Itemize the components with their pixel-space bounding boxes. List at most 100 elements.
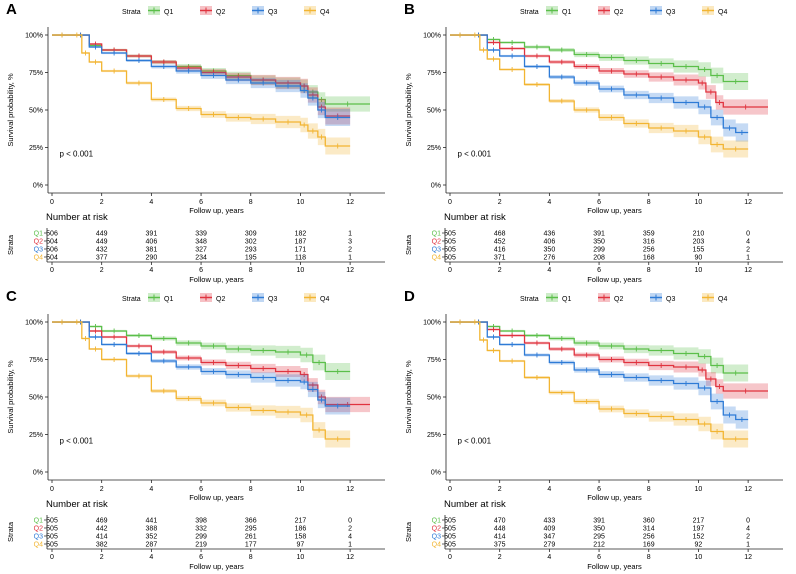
risk-value: 92 — [695, 542, 703, 549]
risk-y-axis-title: Strata — [6, 521, 15, 542]
x-axis-title: Follow up, years — [189, 206, 244, 215]
risk-value: 505 — [46, 534, 58, 541]
y-tick-label: 50% — [427, 108, 441, 115]
risk-x-tick-label: 0 — [448, 554, 452, 561]
risk-value: 468 — [494, 231, 506, 238]
x-tick-label: 2 — [100, 486, 104, 493]
y-tick-label: 100% — [423, 33, 441, 40]
risk-x-tick-label: 6 — [597, 554, 601, 561]
risk-row-label-q2: Q2 — [34, 526, 43, 533]
risk-row-label-q3: Q3 — [34, 534, 43, 541]
risk-value: 90 — [695, 255, 703, 262]
survival-curve-q3 — [450, 321, 749, 421]
legend-label-q2: Q2 — [614, 296, 623, 303]
risk-value: 388 — [146, 526, 158, 533]
survival-curve-q2 — [450, 34, 768, 108]
y-tick-label: 75% — [427, 357, 441, 364]
risk-x-axis-title: Follow up, years — [587, 562, 642, 571]
risk-value: 186 — [295, 526, 307, 533]
panel-b: B Strata Q1 Q2 Q3 Q40%25%50%75%100%0 2 4 6 8 10 12F… — [404, 1, 783, 284]
x-axis-title: Follow up, years — [189, 493, 244, 502]
risk-value: 158 — [295, 534, 307, 541]
survival-curve-q2 — [52, 321, 370, 406]
ci-band-q2 — [450, 322, 768, 401]
survival-curve-q3 — [52, 321, 351, 407]
legend-label-q1: Q1 — [164, 296, 173, 303]
risk-value: 299 — [195, 534, 207, 541]
x-tick-label: 8 — [647, 199, 651, 206]
x-tick-label: 6 — [597, 199, 601, 206]
survival-curve-q4 — [450, 34, 749, 150]
risk-value: 381 — [146, 247, 158, 254]
panel-label: D — [404, 288, 415, 305]
risk-value: 505 — [444, 231, 456, 238]
x-axis-title: Follow up, years — [587, 493, 642, 502]
risk-x-tick-label: 6 — [597, 267, 601, 274]
risk-value: 360 — [643, 518, 655, 525]
risk-value: 279 — [544, 542, 556, 549]
x-tick-label: 12 — [346, 199, 354, 206]
risk-value: 505 — [444, 239, 456, 246]
x-tick-label: 10 — [297, 199, 305, 206]
ci-band-q1 — [450, 322, 749, 383]
risk-row-label-q2: Q2 — [34, 239, 43, 246]
risk-value: 1 — [348, 255, 352, 262]
x-tick-label: 12 — [744, 486, 752, 493]
risk-row-label-q3: Q3 — [34, 247, 43, 254]
p-value: p < 0.001 — [59, 437, 93, 446]
risk-value: 152 — [693, 534, 705, 541]
p-value: p < 0.001 — [59, 150, 93, 159]
panel-label: C — [6, 288, 17, 305]
risk-x-tick-label: 10 — [695, 554, 703, 561]
risk-value: 203 — [693, 239, 705, 246]
risk-value: 0 — [746, 231, 750, 238]
p-value: p < 0.001 — [457, 150, 491, 159]
ci-band-q4 — [52, 322, 351, 449]
risk-value: 371 — [494, 255, 506, 262]
risk-row-label-q4: Q4 — [34, 255, 43, 262]
risk-value: 448 — [494, 526, 506, 533]
risk-x-tick-label: 0 — [448, 267, 452, 274]
y-tick-label: 50% — [29, 108, 43, 115]
risk-x-tick-label: 8 — [647, 554, 651, 561]
risk-x-tick-label: 0 — [50, 554, 54, 561]
risk-value: 505 — [444, 526, 456, 533]
risk-value: 4 — [746, 239, 750, 246]
risk-row-label-q3: Q3 — [432, 247, 441, 254]
x-tick-label: 0 — [448, 199, 452, 206]
risk-value: 217 — [295, 518, 307, 525]
y-tick-label: 0% — [33, 183, 43, 190]
risk-row-label-q2: Q2 — [432, 239, 441, 246]
risk-value: 505 — [444, 534, 456, 541]
legend-label-q4: Q4 — [718, 296, 727, 303]
risk-y-axis-title: Strata — [404, 521, 413, 542]
legend-label-q2: Q2 — [216, 296, 225, 303]
risk-row-label-q1: Q1 — [34, 231, 43, 238]
x-tick-label: 12 — [744, 199, 752, 206]
risk-value: 256 — [643, 534, 655, 541]
risk-value: 4 — [348, 534, 352, 541]
x-tick-label: 2 — [100, 199, 104, 206]
risk-table-title: Number at risk — [444, 212, 506, 223]
risk-x-tick-label: 4 — [547, 267, 551, 274]
survival-curve-q4 — [450, 321, 749, 440]
x-tick-label: 4 — [547, 486, 551, 493]
risk-value: 469 — [96, 518, 108, 525]
y-tick-label: 0% — [431, 183, 441, 190]
y-axis-title: Survival probability, % — [6, 73, 15, 147]
risk-x-tick-label: 12 — [346, 554, 354, 561]
risk-value: 219 — [195, 542, 207, 549]
risk-value: 0 — [348, 518, 352, 525]
risk-value: 382 — [96, 542, 108, 549]
risk-value: 332 — [195, 526, 207, 533]
risk-x-tick-label: 10 — [695, 267, 703, 274]
x-tick-label: 6 — [199, 486, 203, 493]
risk-x-tick-label: 4 — [149, 554, 153, 561]
risk-value: 359 — [643, 231, 655, 238]
risk-value: 309 — [245, 231, 257, 238]
risk-value: 505 — [46, 542, 58, 549]
ci-band-q1 — [450, 35, 749, 92]
x-tick-label: 12 — [346, 486, 354, 493]
ci-band-q4 — [52, 35, 351, 156]
